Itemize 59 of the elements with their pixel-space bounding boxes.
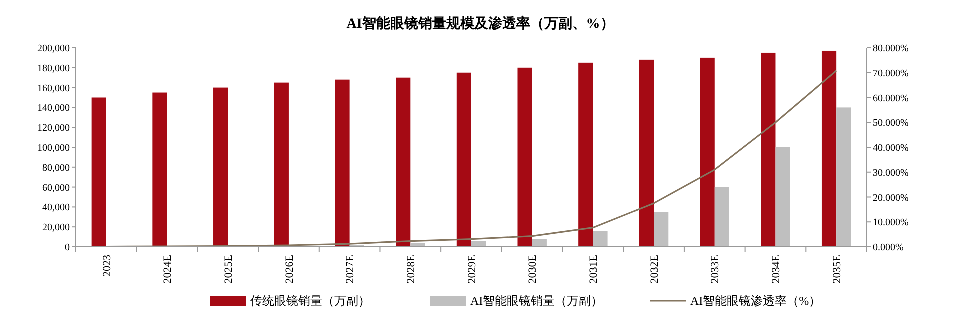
x-tick-label: 2025E [222,254,235,284]
y2-tick-label: 40.000% [873,143,909,154]
y2-tick-label: 20.000% [873,192,909,204]
bar [639,60,654,247]
bar [700,58,715,247]
x-tick-label: 2031E [588,254,600,284]
x-tick-label: 2029E [466,254,478,284]
x-tick-label: 2027E [344,254,357,284]
bar [532,239,547,247]
bar [214,88,228,247]
bar [92,98,106,247]
y-tick-label: 200,000 [38,44,70,54]
x-tick-label: 2034E [770,254,783,284]
y2-tick-label: 0.000% [873,242,904,254]
bar [472,241,486,247]
legend-label: 传统眼镜销量（万副） [250,294,370,308]
bar [518,68,532,247]
x-tick-label: 2033E [710,254,722,284]
x-tick-label: 2030E [527,254,540,284]
bar [776,148,790,247]
y2-tick-label: 10.000% [873,218,909,229]
bar [836,108,852,247]
y-tick-label: 100,000 [38,143,70,154]
bar [274,82,289,247]
bar [410,243,426,247]
x-tick-label: 2026E [284,254,296,284]
bar [396,78,411,247]
y-tick-label: 180,000 [38,63,70,74]
y-tick-label: 60,000 [42,182,70,194]
y2-tick-label: 30.000% [873,168,909,179]
bar [152,92,168,247]
chart-title: AI智能眼镜销量规模及渗透率（万副、%） [346,15,614,32]
y2-tick-label: 50.000% [873,118,909,130]
bar [456,72,472,247]
x-tick-label: 2023 [101,254,114,277]
y2-tick-label: 60.000% [873,93,909,104]
y-tick-label: 0 [65,242,70,254]
x-tick-label: 2035E [831,254,844,284]
y2-tick-label: 80.000% [873,44,909,54]
y-tick-label: 80,000 [42,162,70,174]
bar [578,62,594,247]
line-series [106,70,838,248]
y-tick-label: 20,000 [42,222,70,234]
legend-label: AI智能眼镜渗透率（%） [690,294,822,308]
bar [714,187,730,247]
x-tick-label: 2024E [162,254,174,284]
legend-label: AI智能眼镜销量（万副） [470,294,604,308]
x-tick-label: 2032E [648,254,661,284]
bar [761,52,776,247]
bar [654,212,669,247]
y-tick-label: 40,000 [42,202,70,214]
bar [335,80,350,247]
bar [593,231,608,247]
y2-tick-label: 70.000% [873,68,909,80]
y-tick-label: 140,000 [38,103,70,114]
bar [822,50,837,247]
y-tick-label: 160,000 [38,83,70,94]
y-tick-label: 120,000 [38,123,70,134]
x-tick-label: 2028E [406,254,418,284]
